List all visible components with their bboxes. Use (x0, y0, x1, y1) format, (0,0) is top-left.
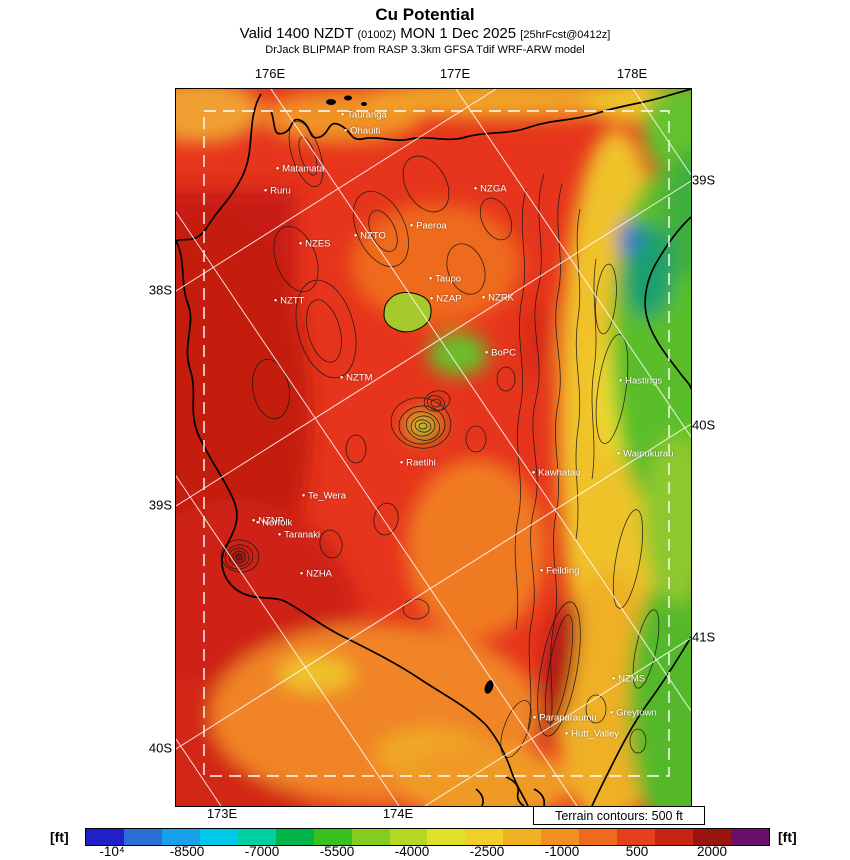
axis-label-right: 40S (692, 417, 716, 433)
colorbar-segment (123, 829, 162, 845)
axis-label-right: 41S (692, 629, 716, 645)
colorbar-segment (313, 829, 352, 845)
colorbar-tick: 2000 (696, 844, 728, 859)
graticule (176, 89, 691, 806)
colorbar-segment (503, 829, 542, 845)
colorbar-segment (655, 829, 693, 845)
valid-time: Valid 1400 NZDT (239, 25, 354, 43)
valid-utc: (0100Z) (357, 29, 397, 42)
axis-label-bottom: 173E (206, 806, 238, 821)
plot-title: Cu Potential (375, 5, 475, 24)
header: Cu Potential Valid 1400 NZDT (0100Z) MON… (0, 4, 850, 58)
valid-time-line: Valid 1400 NZDT (0100Z) MON 1 Dec 2025 [… (0, 25, 850, 44)
map-svg (176, 89, 691, 806)
colorbar-segment (199, 829, 238, 845)
colorbar-unit-right: [ft] (778, 829, 797, 845)
axis-label-left: 38S (148, 282, 172, 298)
volcano-cores (233, 551, 245, 563)
colorbar-segment (730, 829, 769, 845)
colorbar-tick: -8500 (169, 844, 205, 859)
model-line: DrJack BLIPMAP from RASP 3.3km GFSA Tdif… (265, 44, 585, 56)
colorbar-segment (693, 829, 731, 845)
colorbar-segment (427, 829, 466, 845)
colorbar-segment (86, 829, 124, 845)
colorbar-segment (579, 829, 618, 845)
colorbar-segment (465, 829, 504, 845)
axis-label-right: 39S (692, 172, 716, 188)
colorbar-segment (617, 829, 656, 845)
coastline (176, 89, 691, 806)
colorbar-tick: -5500 (319, 844, 355, 859)
colorbar-unit-left: [ft] (50, 829, 69, 845)
colorbar-tick: 500 (625, 844, 649, 859)
axis-label-bottom: 174E (382, 806, 414, 821)
colorbar-segment (237, 829, 276, 845)
colorbar-tick: -10⁴ (99, 844, 125, 859)
domain-boundary (203, 110, 670, 777)
axis-label-left: 39S (148, 497, 172, 513)
cu-potential-field (176, 89, 691, 806)
colorbar-tick: -4000 (394, 844, 430, 859)
colorbar-ticks: -10⁴ -8500 -7000 -5500 -4000 -2500 -1000 500 200… (85, 844, 768, 860)
axis-label-top: 178E (616, 66, 648, 81)
lake-taupo (383, 292, 432, 333)
colorbar-tick: -7000 (244, 844, 280, 859)
colorbar-segment (275, 829, 314, 845)
terrain-contours-text: Terrain contours: 500 ft (555, 808, 683, 823)
colorbar-segment (541, 829, 580, 845)
valid-date: MON 1 Dec 2025 (400, 25, 517, 43)
colorbar-segment (389, 829, 428, 845)
axis-label-top: 176E (254, 66, 286, 81)
colorbar-tick: -2500 (469, 844, 505, 859)
colorbar-segment (351, 829, 390, 845)
forecast-tag: [25hrFcst@0412z] (520, 29, 611, 42)
terrain-contours (220, 120, 660, 758)
colorbar (85, 828, 770, 846)
axis-label-top: 177E (439, 66, 471, 81)
colorbar-tick: -1000 (544, 844, 580, 859)
map-area: • Tauranga • Ohauiti • Matamata • Ruru • NZGA • Pae… (175, 88, 692, 807)
terrain-contours-note: Terrain contours: 500 ft (533, 806, 705, 825)
axis-label-left: 40S (148, 740, 172, 756)
colorbar-segment (161, 829, 200, 845)
